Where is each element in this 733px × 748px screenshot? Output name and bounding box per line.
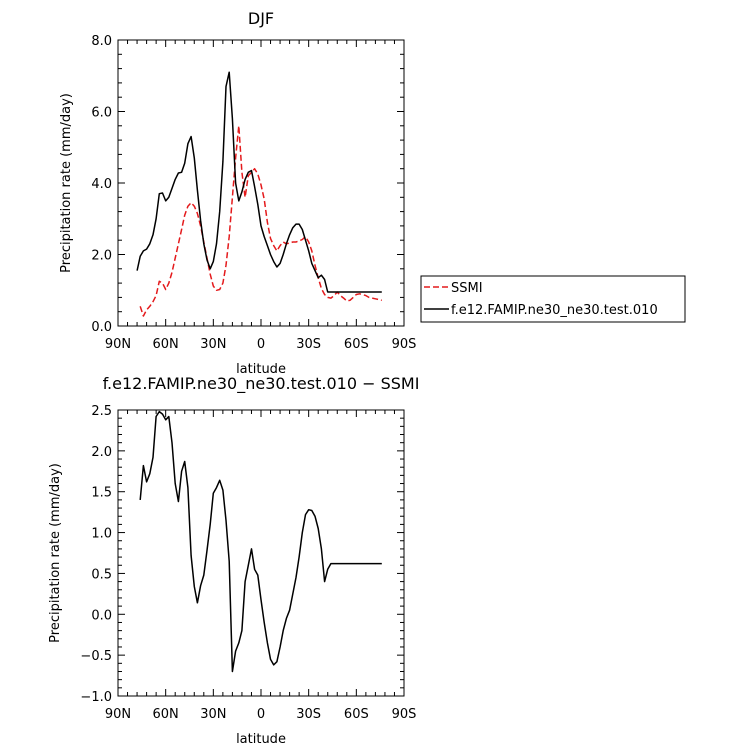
- bottom-panel-title: f.e12.FAMIP.ne30_ne30.test.010 − SSMI: [103, 374, 420, 394]
- top-ticks: 90N 60N 30N 0 30S 60S 90S 0.0 2.0 4.0 6.0 8.0: [91, 34, 416, 352]
- y-tick-label: 2.5: [91, 404, 112, 419]
- bottom-ticks: 90N 60N 30N 0 30S 60S 90S −1.0 −0.5 0.0 0.5 1.0 1.5 2…: [80, 404, 416, 722]
- top-y-axis-label: Precipitation rate (mm/day): [59, 93, 74, 273]
- x-tick-label: 90N: [105, 707, 131, 722]
- y-tick-label: 2.0: [91, 249, 112, 264]
- top-panel: DJF 90N 60N 30N 0 30S 60S 90S 0.0 2.0 4.0 6.0 8.0 l…: [59, 9, 416, 377]
- legend-label-model: f.e12.FAMIP.ne30_ne30.test.010: [451, 303, 658, 318]
- y-tick-label: −0.5: [80, 649, 112, 664]
- x-tick-label: 60S: [344, 337, 369, 352]
- y-tick-label: 0.0: [91, 320, 112, 335]
- bottom-panel: f.e12.FAMIP.ne30_ne30.test.010 − SSMI 90…: [48, 374, 419, 747]
- x-tick-label: 90S: [392, 337, 417, 352]
- y-tick-label: 2.0: [91, 445, 112, 460]
- y-tick-label: 1.0: [91, 527, 112, 542]
- x-tick-label: 60N: [153, 707, 179, 722]
- x-tick-label: 60N: [153, 337, 179, 352]
- y-tick-label: 6.0: [91, 106, 112, 121]
- y-tick-label: 4.0: [91, 177, 112, 192]
- x-tick-label: 90N: [105, 337, 131, 352]
- bottom-plot-frame: [117, 409, 405, 697]
- top-plot-frame: [117, 39, 405, 327]
- series-line-0: [139, 125, 382, 317]
- top-panel-title: DJF: [248, 9, 274, 28]
- x-tick-label: 0: [257, 707, 265, 722]
- x-tick-label: 30S: [296, 707, 321, 722]
- y-tick-label: 0.0: [91, 608, 112, 623]
- y-tick-label: 0.5: [91, 567, 112, 582]
- y-tick-label: 8.0: [91, 34, 112, 49]
- bottom-y-axis-label: Precipitation rate (mm/day): [48, 463, 63, 643]
- y-tick-label: −1.0: [80, 690, 112, 705]
- series-line-1: [136, 71, 382, 293]
- x-tick-label: 60S: [344, 707, 369, 722]
- legend: SSMI f.e12.FAMIP.ne30_ne30.test.010: [420, 275, 686, 323]
- top-series-lines: [136, 71, 382, 317]
- top-x-axis-label: latitude: [236, 362, 286, 377]
- legend-box: [420, 275, 686, 323]
- x-tick-label: 30S: [296, 337, 321, 352]
- x-tick-label: 90S: [392, 707, 417, 722]
- bottom-series-lines: [139, 410, 382, 673]
- series-line-0: [139, 410, 382, 673]
- x-tick-label: 0: [257, 337, 265, 352]
- bottom-x-axis-label: latitude: [236, 732, 286, 747]
- y-tick-label: 1.5: [91, 486, 112, 501]
- legend-label-ssmi: SSMI: [451, 281, 483, 296]
- x-tick-label: 30N: [200, 707, 226, 722]
- x-tick-label: 30N: [200, 337, 226, 352]
